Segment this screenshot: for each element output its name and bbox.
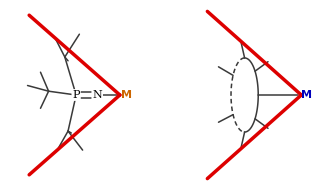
- Text: N: N: [92, 90, 102, 100]
- Text: M: M: [121, 90, 132, 100]
- Text: P: P: [72, 90, 80, 100]
- Text: M: M: [301, 90, 312, 100]
